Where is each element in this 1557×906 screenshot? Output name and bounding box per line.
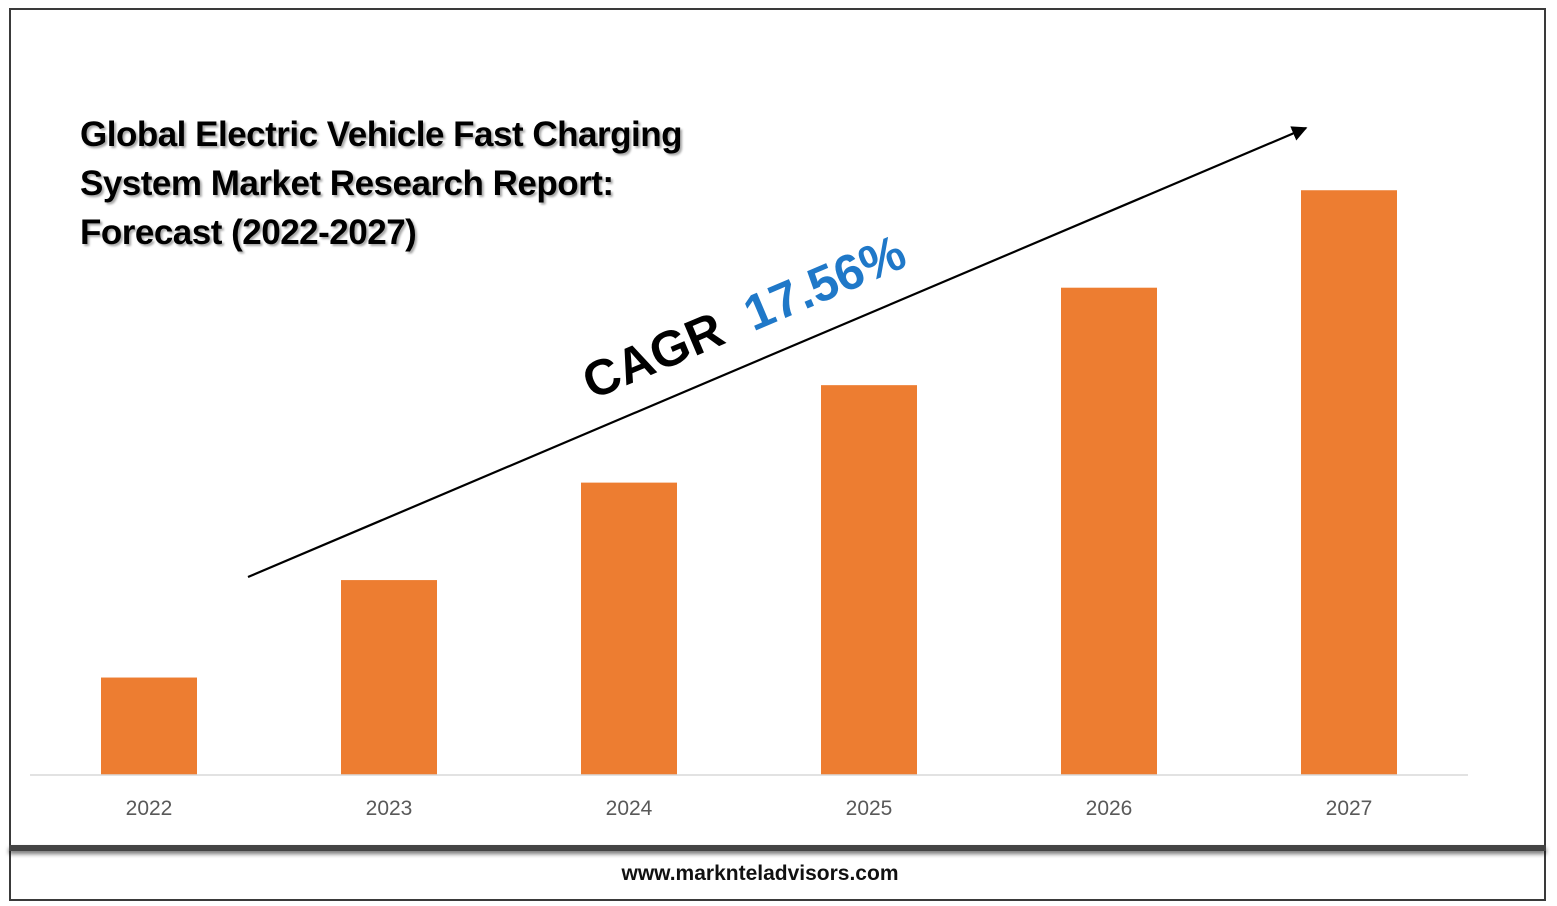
- trend-arrow: [247, 126, 1308, 579]
- bar-2023: [341, 580, 437, 775]
- x-tick-label-2024: 2024: [606, 797, 653, 820]
- bar-2022: [101, 677, 197, 775]
- x-tick-label-2023: 2023: [366, 797, 413, 820]
- cagr-prefix: CAGR: [574, 301, 731, 410]
- x-tick-label-2025: 2025: [846, 797, 893, 820]
- x-tick-labels: 2022 2023 2024 2025 2026 2027: [126, 797, 1373, 820]
- footer-divider: [9, 845, 1546, 851]
- bars-layer: [101, 190, 1397, 775]
- bar-2027: [1301, 190, 1397, 775]
- x-tick-label-2026: 2026: [1086, 797, 1133, 820]
- bar-2025: [821, 385, 917, 775]
- bar-2026: [1061, 287, 1157, 775]
- footer-url: www.marknteladvisors.com: [621, 862, 899, 885]
- cagr-value: 17.56%: [736, 224, 914, 342]
- chart-title: Global Electric Vehicle Fast Charging Sy…: [80, 115, 682, 252]
- x-tick-label-2027: 2027: [1326, 797, 1373, 820]
- x-tick-label-2022: 2022: [126, 797, 173, 820]
- bar-2024: [581, 482, 677, 775]
- chart-frame: [9, 8, 1546, 901]
